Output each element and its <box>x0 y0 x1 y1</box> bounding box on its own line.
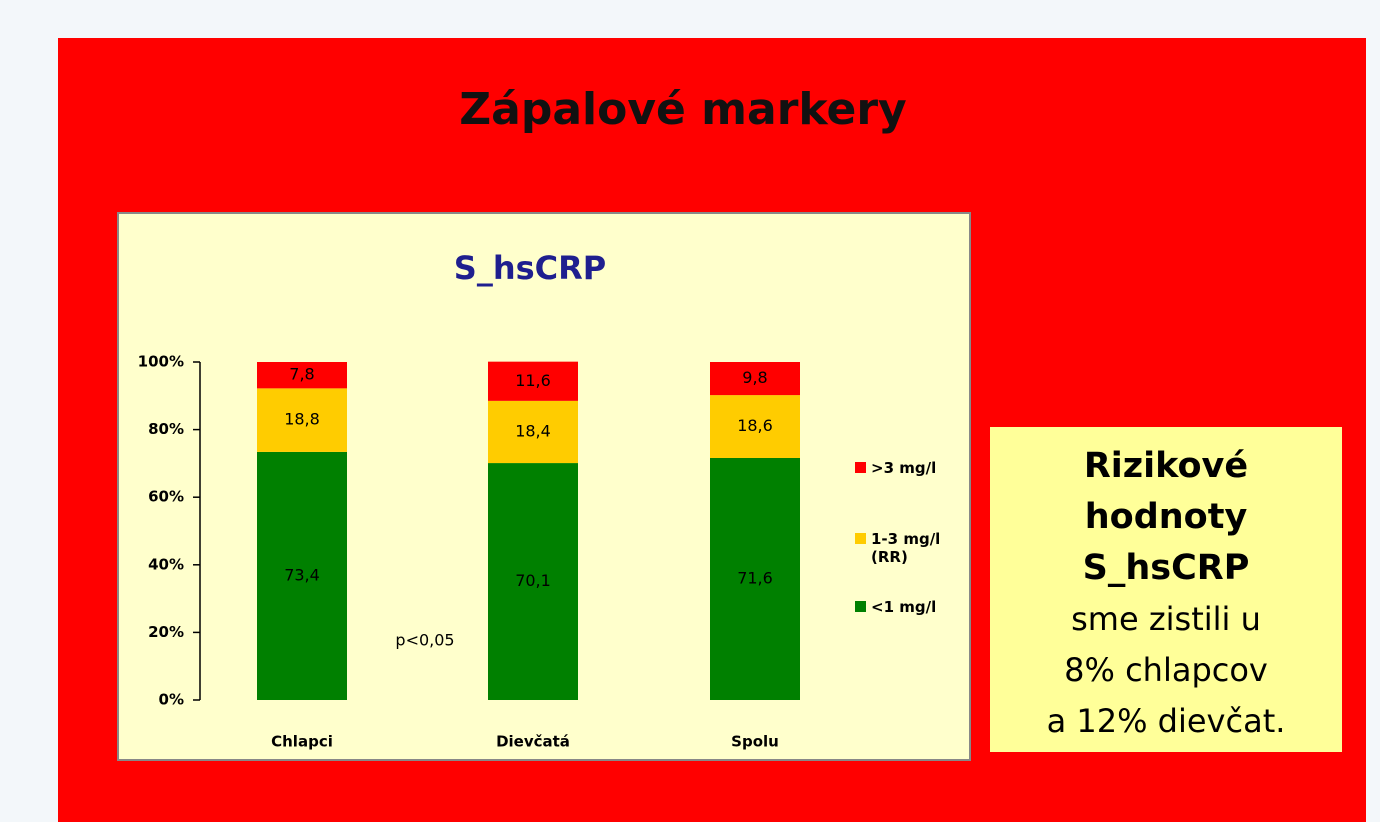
y-tick-label: 100% <box>138 353 184 371</box>
bar-segment <box>710 395 800 458</box>
note-line: a 12% dievčat. <box>1046 702 1286 740</box>
data-label: 9,8 <box>742 368 767 387</box>
bar-segment <box>710 457 800 700</box>
legend-item: <1 mg/l <box>855 598 965 616</box>
y-tick-label: 60% <box>148 488 184 506</box>
note-line: hodnoty <box>1084 497 1248 537</box>
note-line: Rizikové <box>1083 446 1249 486</box>
legend-swatch <box>855 601 866 612</box>
bar-segment <box>257 451 347 700</box>
data-label: 18,6 <box>737 416 773 435</box>
y-tick-label: 80% <box>148 420 184 438</box>
y-tick-label: 40% <box>148 555 184 573</box>
data-label: 71,6 <box>737 568 773 587</box>
annotation: p<0,05 <box>395 631 454 650</box>
legend-swatch <box>855 533 866 544</box>
legend-swatch <box>855 462 866 473</box>
note-line: S_hsCRP <box>1082 548 1250 588</box>
x-tick-label: Chlapci <box>271 733 333 751</box>
x-tick-label: Spolu <box>731 733 779 751</box>
legend-item: >3 mg/l <box>855 459 965 477</box>
legend-item: 1-3 mg/l (RR) <box>855 530 965 566</box>
y-tick-label: 20% <box>148 623 184 641</box>
bar-segment <box>257 388 347 452</box>
data-label: 18,4 <box>515 421 551 440</box>
note-line: sme zistili u <box>1071 600 1261 638</box>
x-tick-label: Dievčatá <box>496 733 570 751</box>
note-line: 8% chlapcov <box>1064 651 1268 689</box>
data-label: 7,8 <box>289 365 314 384</box>
data-label: 70,1 <box>515 571 551 590</box>
slide-title: Zápalové markery <box>459 84 906 135</box>
legend-label: <1 mg/l <box>871 598 937 616</box>
bar-segment <box>488 400 578 464</box>
chart-title: S_hsCRP <box>454 249 606 287</box>
bar-segment <box>488 361 578 401</box>
bar-segment <box>488 463 578 700</box>
data-label: 11,6 <box>515 371 551 390</box>
legend-label: >3 mg/l <box>871 459 937 477</box>
bar-segment <box>257 362 347 389</box>
y-tick-label: 0% <box>159 691 184 709</box>
data-label: 73,4 <box>284 565 320 584</box>
bar-segment <box>710 362 800 396</box>
data-label: 18,8 <box>284 410 320 429</box>
legend-label: 1-3 mg/l (RR) <box>871 530 941 566</box>
